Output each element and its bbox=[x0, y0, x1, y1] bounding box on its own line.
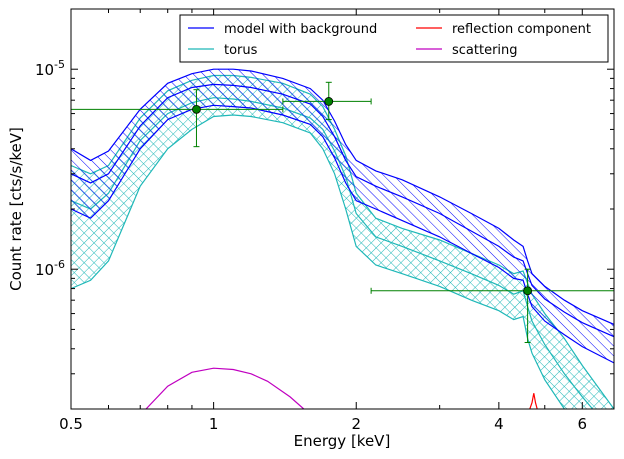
legend-entry-model-with-background: model with background bbox=[188, 22, 377, 37]
y-tick-label: 10-6 bbox=[35, 258, 65, 279]
legend: model with background reflection componen… bbox=[179, 14, 609, 63]
legend-box bbox=[179, 14, 609, 63]
data-point-2 bbox=[282, 81, 372, 121]
legend-label: reflection component bbox=[452, 22, 591, 37]
model-with-background-upper-line bbox=[71, 68, 614, 325]
data-marker bbox=[324, 97, 334, 106]
x-tick-label: 1 bbox=[209, 415, 219, 433]
legend-entry-reflection-component: reflection component bbox=[416, 22, 591, 37]
model-with-background-lower-line bbox=[71, 104, 614, 364]
data-point-3 bbox=[370, 268, 614, 344]
model-with-background-center-line bbox=[71, 83, 614, 338]
data-point-1 bbox=[71, 89, 284, 148]
legend-entry-scattering: scattering bbox=[416, 43, 518, 58]
legend-label: scattering bbox=[452, 43, 518, 58]
torus-band bbox=[71, 75, 614, 409]
reflection-component-line bbox=[529, 393, 538, 409]
data-marker bbox=[192, 104, 201, 114]
legend-entry-torus: torus bbox=[188, 43, 258, 58]
x-tick-label: 6 bbox=[578, 415, 588, 433]
legend-label: torus bbox=[224, 43, 258, 58]
x-tick-label: 4 bbox=[494, 415, 504, 433]
y-tick-label: 10-5 bbox=[35, 58, 65, 79]
torus-lower-line bbox=[71, 114, 566, 409]
x-tick-label: 0.5 bbox=[59, 415, 83, 433]
x-axis-label: Energy [keV] bbox=[294, 432, 391, 450]
scattering-line bbox=[145, 367, 305, 409]
y-axis-label: Count rate [cts/s/keV] bbox=[7, 127, 25, 291]
legend-label: model with background bbox=[224, 22, 377, 37]
data-marker bbox=[523, 286, 533, 296]
x-tick-label: 2 bbox=[351, 415, 361, 433]
